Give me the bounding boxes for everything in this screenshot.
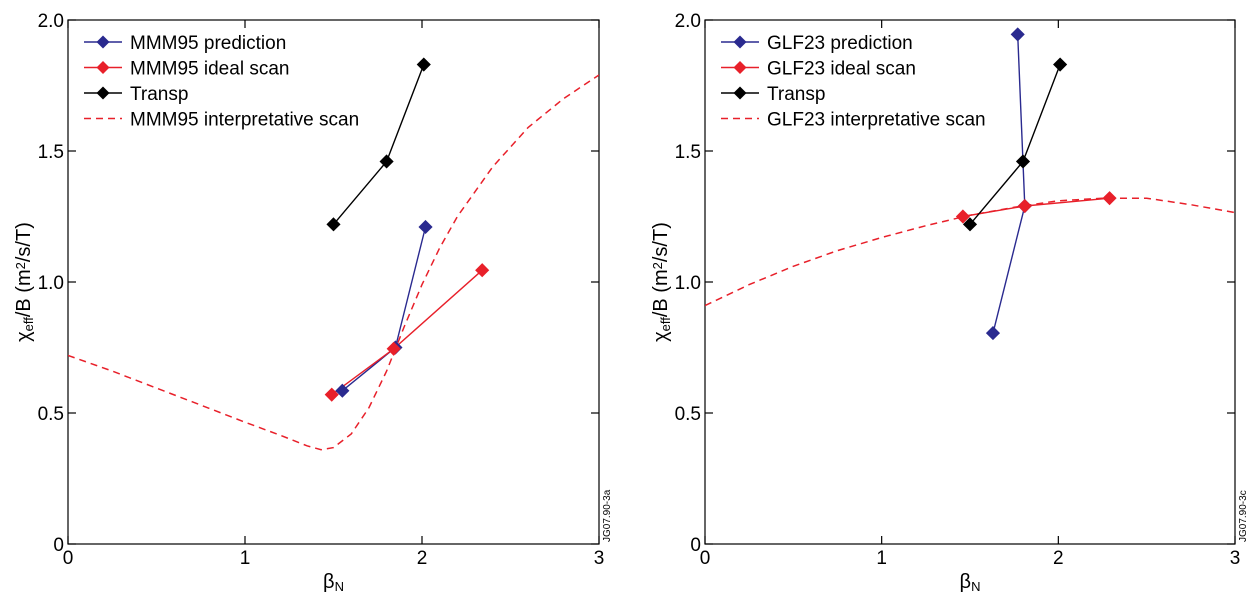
- x-tick-label: 0: [700, 548, 711, 569]
- data-point: [1053, 57, 1068, 72]
- data-point: [475, 263, 490, 278]
- legend-marker-2: [733, 61, 747, 74]
- series-line-1: [341, 226, 427, 392]
- series-line-4: [705, 197, 1235, 307]
- data-layer: [68, 57, 599, 451]
- data-point: [955, 209, 970, 224]
- y-tick-label: 0.5: [38, 404, 64, 425]
- legend-marker-3: [733, 86, 747, 100]
- y-tick-label: 2.0: [675, 11, 701, 32]
- data-point: [1017, 198, 1032, 214]
- x-tick-label: 0: [63, 548, 74, 569]
- legend-marker-3: [96, 86, 110, 100]
- data-point: [418, 219, 433, 235]
- figure-id: JG07.90-3c: [1238, 490, 1249, 542]
- y-tick-label: 0: [53, 535, 64, 556]
- x-tick-label: 2: [1053, 548, 1064, 569]
- y-tick-label: 0.5: [675, 404, 701, 425]
- x-axis-label: βN: [323, 571, 344, 594]
- series-line-4: [68, 74, 599, 451]
- data-point: [416, 57, 431, 72]
- legend: MMM95 prediction MMM95 ideal scan Transp MM…: [84, 33, 359, 131]
- y-tick-label: 1.0: [675, 273, 701, 294]
- y-tick-label: 1.5: [38, 142, 64, 163]
- legend-marker-2: [96, 61, 110, 74]
- data-point: [962, 217, 978, 232]
- data-point: [1015, 154, 1031, 169]
- legend-label-2: MMM95 ideal scan: [130, 59, 289, 80]
- legend-marker-1: [733, 35, 747, 49]
- legend-label-4: MMM95 interpretative scan: [130, 110, 359, 131]
- series-line-2: [331, 269, 483, 396]
- series-line-3: [332, 64, 425, 225]
- legend-label-1: GLF23 prediction: [767, 33, 913, 54]
- y-tick-label: 2.0: [38, 11, 64, 32]
- legend: GLF23 prediction GLF23 ideal scan Transp GL…: [721, 33, 986, 131]
- data-point: [379, 154, 394, 169]
- data-point: [324, 387, 339, 402]
- x-tick-label: 1: [240, 548, 251, 569]
- y-axis-label: χeff/B (m2/s/T): [650, 222, 673, 342]
- x-axis-label: βN: [960, 571, 981, 594]
- chart-panel-1: 0 1 2 3 0 0.5 1.0 1.5 2.0 βN χeff/B (m2/s/T) MMM95 …: [13, 11, 613, 594]
- data-point: [335, 383, 350, 398]
- x-tick-label: 1: [876, 548, 887, 569]
- y-tick-label: 1.5: [675, 142, 701, 163]
- legend-label-3: Transp: [130, 84, 188, 105]
- figure-id: JG07.90-3a: [602, 489, 613, 542]
- legend-marker-1: [96, 35, 110, 49]
- x-tick-label: 3: [1230, 548, 1241, 569]
- series-line-3: [969, 64, 1061, 225]
- chart-panel-2: 0 1 2 3 0 0.5 1.0 1.5 2.0 βN χeff/B (m2/s/T) GLF23 …: [650, 11, 1249, 594]
- data-point: [985, 326, 1001, 341]
- legend-label-4: GLF23 interpretative scan: [767, 110, 986, 131]
- legend-label-2: GLF23 ideal scan: [767, 59, 916, 80]
- data-point: [386, 341, 401, 356]
- data-point: [1010, 27, 1025, 42]
- data-point: [326, 217, 341, 232]
- y-tick-label: 1.0: [38, 273, 64, 294]
- data-point: [1102, 191, 1117, 206]
- series-line-1: [992, 34, 1026, 334]
- y-axis-label: χeff/B (m2/s/T): [13, 222, 36, 342]
- legend-label-1: MMM95 prediction: [130, 33, 286, 54]
- x-tick-label: 3: [594, 548, 605, 569]
- x-tick-label: 2: [417, 548, 428, 569]
- y-tick-label: 0: [690, 535, 701, 556]
- data-layer: [705, 27, 1235, 341]
- legend-label-3: Transp: [767, 84, 825, 105]
